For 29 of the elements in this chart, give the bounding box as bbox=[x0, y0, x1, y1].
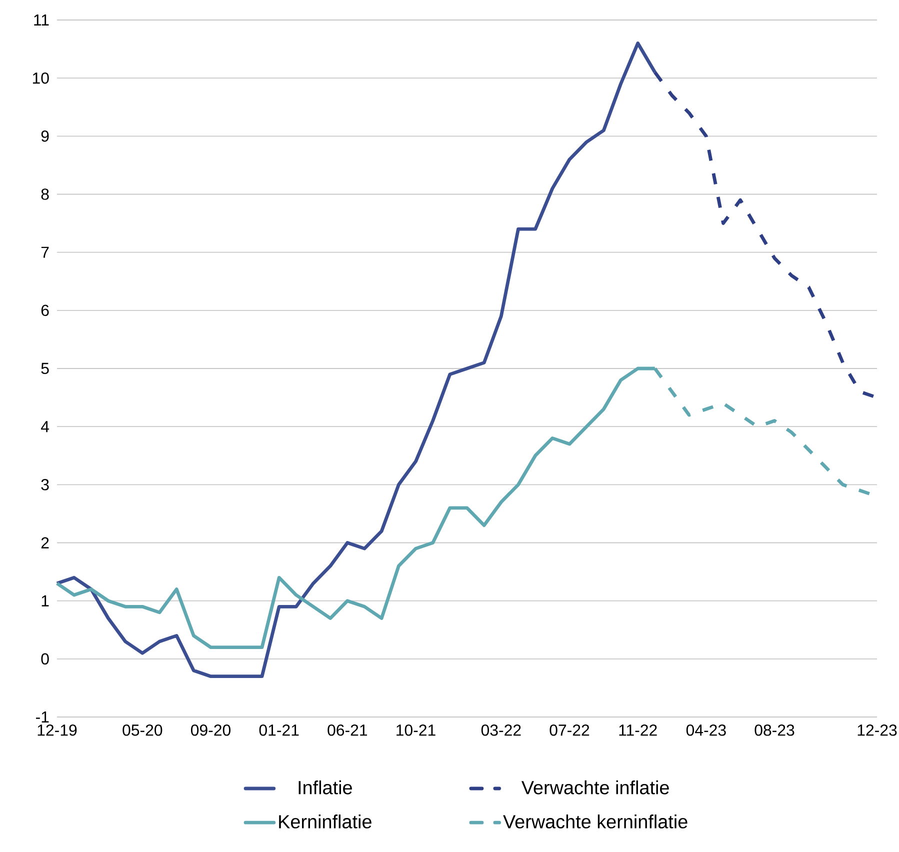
y-tick-label: -1 bbox=[36, 712, 49, 722]
legend-label: Verwachte kerninflatie bbox=[503, 814, 688, 828]
x-tick-label: 10-21 bbox=[396, 724, 436, 736]
y-tick-label: 6 bbox=[41, 304, 49, 316]
x-tick-label: 11-22 bbox=[619, 724, 657, 736]
y-tick-label: 5 bbox=[41, 362, 49, 374]
y-tick-label: 7 bbox=[41, 246, 49, 258]
y-tick-label: 11 bbox=[34, 14, 49, 26]
y-tick-label: 0 bbox=[41, 653, 49, 665]
x-tick-label: 09-20 bbox=[190, 724, 230, 736]
y-tick-label: 8 bbox=[41, 188, 49, 200]
x-tick-label: 03-22 bbox=[481, 724, 521, 736]
y-tick-label: 3 bbox=[41, 479, 49, 490]
y-tick-label: 1 bbox=[42, 595, 49, 606]
y-tick-label: 4 bbox=[40, 421, 50, 432]
x-tick-label: 05-20 bbox=[122, 724, 162, 736]
legend-label: Verwachte inflatie bbox=[521, 780, 669, 794]
x-tick-label: 12-23 bbox=[858, 724, 897, 736]
x-tick-label: 12-19 bbox=[38, 724, 77, 736]
y-tick-label: 9 bbox=[41, 130, 49, 142]
x-tick-label: 08-23 bbox=[754, 724, 794, 736]
x-tick-label: 06-21 bbox=[328, 724, 368, 736]
x-tick-label: 07-22 bbox=[550, 724, 590, 736]
y-tick-label: 10 bbox=[32, 72, 49, 84]
x-tick-label: 01-21 bbox=[259, 724, 299, 736]
legend-label: Kerninflatie bbox=[279, 814, 372, 828]
y-tick-label: 2 bbox=[41, 537, 49, 548]
legend-label: Inflatie bbox=[298, 780, 352, 794]
x-tick-label: 04-23 bbox=[686, 724, 726, 736]
